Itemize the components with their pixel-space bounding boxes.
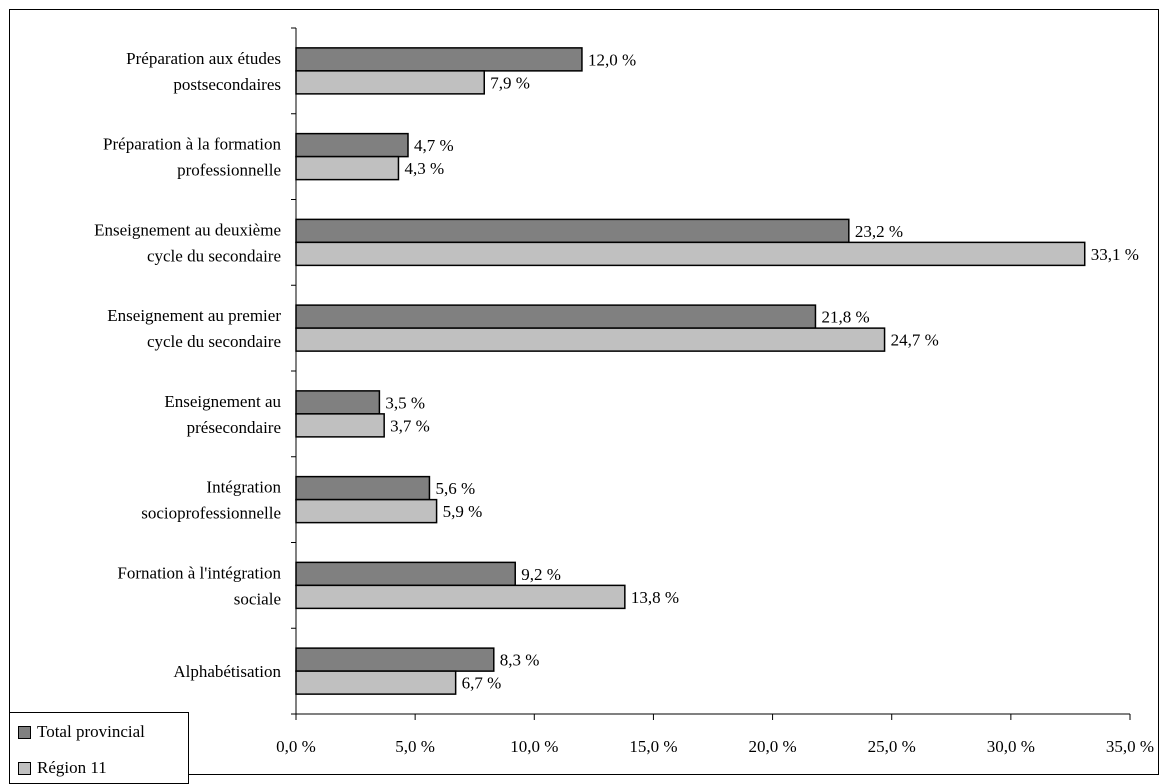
bar-region-11 bbox=[295, 584, 626, 610]
x-tick-label: 0,0 % bbox=[276, 737, 316, 756]
data-label: 21,8 % bbox=[821, 308, 869, 327]
category-label: professionnelle bbox=[177, 161, 281, 180]
data-label: 24,7 % bbox=[891, 331, 939, 350]
category-label: Enseignement au premier bbox=[107, 306, 281, 325]
bar-region-11 bbox=[295, 498, 438, 524]
category-label: Enseignement au deuxième bbox=[94, 220, 281, 239]
x-tick-label: 10,0 % bbox=[510, 737, 558, 756]
bar-total-provincial bbox=[295, 47, 583, 72]
x-tick-label: 5,0 % bbox=[395, 737, 435, 756]
data-label: 13,8 % bbox=[631, 588, 679, 607]
category-label: présecondaire bbox=[187, 418, 281, 437]
data-label: 5,6 % bbox=[435, 479, 475, 498]
x-tick-label: 15,0 % bbox=[629, 737, 677, 756]
bar-region-11 bbox=[295, 413, 385, 438]
data-label: 12,0 % bbox=[588, 50, 636, 69]
bar-total-provincial bbox=[295, 647, 495, 672]
legend-swatch-region-11 bbox=[18, 761, 31, 775]
bar-total-provincial bbox=[295, 304, 817, 329]
category-label: postsecondaires bbox=[173, 75, 281, 94]
x-tick-label: 35,0 % bbox=[1106, 737, 1154, 756]
chart-frame bbox=[9, 9, 1159, 775]
bar-region-11 bbox=[295, 70, 485, 95]
bar-region-11 bbox=[295, 327, 886, 352]
category-label: Fornation à l'intégration bbox=[117, 563, 281, 582]
bar-total-provincial bbox=[295, 132, 409, 158]
bar-total-provincial bbox=[295, 390, 381, 415]
x-tick-label: 25,0 % bbox=[868, 737, 916, 756]
legend-item-region-11: Région 11 bbox=[18, 758, 107, 778]
category-label: Préparation à la formation bbox=[103, 135, 281, 154]
category-label: sociale bbox=[234, 589, 281, 608]
bar-region-11 bbox=[295, 670, 457, 695]
data-label: 4,3 % bbox=[404, 159, 444, 178]
legend-swatch-total-provincial bbox=[18, 725, 31, 739]
category-label: Intégration bbox=[206, 478, 281, 497]
bar-region-11 bbox=[295, 155, 400, 181]
category-label: cycle du secondaire bbox=[147, 246, 281, 265]
data-label: 8,3 % bbox=[500, 651, 540, 670]
data-label: 3,5 % bbox=[385, 393, 425, 412]
bar-total-provincial bbox=[295, 561, 516, 587]
data-label: 9,2 % bbox=[521, 565, 561, 584]
category-label: socioprofessionnelle bbox=[141, 504, 281, 523]
data-label: 4,7 % bbox=[414, 136, 454, 155]
category-label: Enseignement au bbox=[164, 392, 281, 411]
x-tick-label: 20,0 % bbox=[748, 737, 796, 756]
data-label: 7,9 % bbox=[490, 73, 530, 92]
x-tick-label: 30,0 % bbox=[987, 737, 1035, 756]
data-label: 33,1 % bbox=[1091, 245, 1139, 264]
category-label: Alphabétisation bbox=[173, 662, 281, 681]
data-label: 6,7 % bbox=[462, 674, 502, 693]
legend-label-total-provincial: Total provincial bbox=[37, 722, 145, 741]
category-label: cycle du secondaire bbox=[147, 332, 281, 351]
data-label: 5,9 % bbox=[443, 502, 483, 521]
chart-legend: Total provincial Région 11 bbox=[9, 712, 189, 784]
bar-total-provincial bbox=[295, 475, 431, 501]
data-label: 3,7 % bbox=[390, 416, 430, 435]
data-label: 23,2 % bbox=[855, 222, 903, 241]
category-label: Préparation aux études bbox=[126, 49, 281, 68]
legend-item-total-provincial: Total provincial bbox=[18, 722, 145, 742]
bar-total-provincial bbox=[295, 218, 850, 244]
bar-region-11 bbox=[295, 241, 1086, 267]
legend-label-region-11: Région 11 bbox=[37, 758, 107, 777]
